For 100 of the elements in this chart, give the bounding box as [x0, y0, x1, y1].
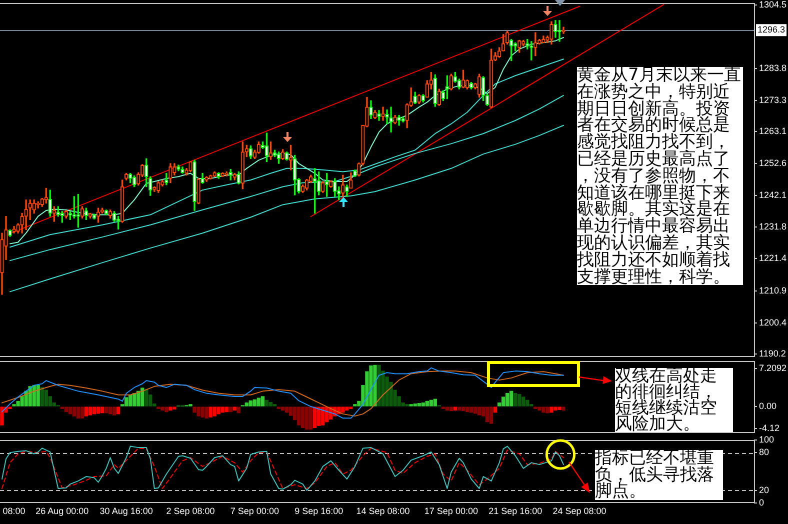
- bar: [485, 406, 490, 422]
- candlestick: [369, 100, 373, 119]
- bar: [68, 406, 72, 414]
- bar: [425, 400, 429, 406]
- bar: [248, 400, 252, 406]
- bar: [112, 406, 116, 416]
- bar: [413, 404, 417, 406]
- candlestick: [329, 180, 333, 188]
- candlestick: [8, 229, 12, 237]
- candlestick: [510, 38, 514, 62]
- candlestick: [353, 170, 357, 177]
- candlestick: [477, 74, 482, 98]
- candlestick: [96, 208, 100, 223]
- bar: [212, 406, 216, 416]
- bar: [477, 406, 482, 416]
- candlestick: [36, 201, 40, 208]
- y-tick-label: 1200.4: [759, 317, 787, 328]
- y-tick-label: 1273.3: [759, 94, 787, 105]
- bar: [124, 397, 128, 406]
- candlestick: [196, 178, 200, 204]
- candlestick: [554, 20, 558, 38]
- bar: [473, 406, 478, 414]
- bar: [506, 392, 510, 406]
- candlestick: [489, 48, 494, 108]
- candlestick: [292, 154, 297, 196]
- bar: [522, 396, 526, 406]
- bar: [256, 398, 261, 406]
- bar: [40, 387, 44, 406]
- candlestick: [284, 152, 289, 160]
- bar: [100, 406, 104, 414]
- candlestick: [220, 172, 224, 177]
- bar: [172, 406, 176, 410]
- candlestick: [401, 116, 405, 122]
- bar: [550, 406, 554, 413]
- bar: [280, 406, 285, 411]
- candlestick: [304, 179, 309, 190]
- bar: [433, 398, 437, 406]
- bar: [116, 406, 120, 414]
- bar: [192, 406, 196, 413]
- bar: [44, 390, 48, 406]
- candlestick: [413, 92, 417, 104]
- candlestick: [176, 164, 180, 172]
- bar: [449, 406, 454, 412]
- bar: [140, 388, 144, 406]
- bar: [321, 406, 325, 426]
- bar: [373, 364, 377, 406]
- bar: [232, 406, 236, 411]
- candlestick: [52, 206, 56, 222]
- candlestick: [212, 171, 216, 177]
- y-tick-label: 0.00: [759, 401, 777, 412]
- bar: [92, 406, 96, 414]
- bar: [429, 400, 433, 406]
- bar: [502, 396, 506, 406]
- candlestick: [248, 145, 252, 159]
- x-tick-label: 24 Sep 08:00: [552, 506, 606, 516]
- candlestick: [397, 114, 401, 126]
- bar: [417, 403, 421, 406]
- y-tick-label: -4.12: [759, 422, 780, 433]
- candlestick: [437, 88, 441, 106]
- bar: [132, 392, 136, 406]
- candlestick: [124, 172, 128, 180]
- candlestick: [497, 47, 502, 58]
- candlestick: [164, 172, 168, 186]
- x-tick-label: 08:00: [2, 506, 26, 516]
- candlestick: [192, 160, 196, 211]
- candlestick: [76, 194, 80, 228]
- bar: [284, 406, 289, 413]
- y-tick-label: 0: [759, 497, 764, 508]
- annotation: 双线在高处走的徘徊纠结，短线继续沽空风险加大。: [615, 366, 733, 434]
- bar: [421, 402, 425, 406]
- candlestick: [373, 110, 377, 119]
- y-tick-label: 1231.8: [759, 221, 787, 232]
- candlestick: [417, 94, 421, 104]
- bar: [489, 406, 494, 424]
- candlestick: [104, 210, 108, 216]
- candlestick: [228, 168, 232, 180]
- bar: [493, 406, 498, 413]
- bar: [72, 406, 76, 416]
- bar: [341, 406, 345, 413]
- candlestick: [108, 210, 112, 218]
- candlestick: [425, 80, 429, 98]
- candlestick: [288, 144, 293, 170]
- bar: [252, 399, 257, 406]
- candlestick: [325, 172, 329, 197]
- bar: [76, 406, 80, 419]
- ref-line-label: 1296.3: [758, 24, 786, 35]
- candlestick: [280, 149, 285, 160]
- candlestick: [433, 74, 437, 107]
- y-tick-label: 100: [759, 434, 774, 444]
- bar: [300, 406, 305, 428]
- candlestick: [333, 178, 337, 197]
- candlestick: [40, 198, 44, 207]
- x-tick-label: 7 Sep 00:00: [230, 506, 279, 516]
- bar: [268, 402, 273, 406]
- bar: [144, 389, 148, 406]
- x-tick-label: 26 Aug 00:00: [36, 506, 89, 516]
- candlestick: [313, 168, 317, 214]
- bar: [36, 385, 40, 406]
- candlestick: [204, 176, 208, 182]
- candlestick: [542, 36, 546, 44]
